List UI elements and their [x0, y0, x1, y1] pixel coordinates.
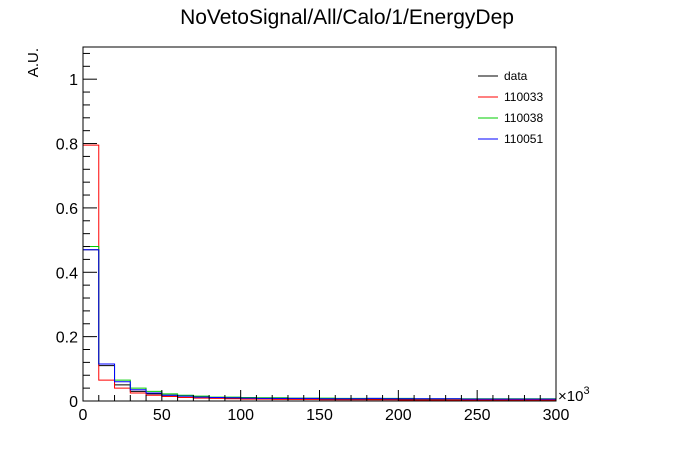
y-axis-title: A.U. [25, 48, 42, 77]
chart-title: NoVetoSignal/All/Calo/1/EnergyDep [180, 6, 514, 29]
x-tick-label: 100 [227, 407, 254, 424]
axes: 0 50 100 150 200 250 300 0 0.2 0.4 0.6 0.8 1 [56, 46, 570, 424]
legend-label-110033: 110033 [504, 90, 543, 104]
series-line-data [82, 249, 557, 401]
y-tick-label: 0.6 [56, 201, 78, 218]
x-tick-label: 250 [464, 407, 491, 424]
y-tick-label: 0 [69, 394, 78, 411]
y-tick-label: 0.2 [56, 330, 78, 347]
y-tick-label: 0.8 [56, 137, 78, 154]
x-tick-label: 150 [306, 407, 333, 424]
legend-label-110038: 110038 [504, 111, 543, 125]
series-line-110051 [82, 249, 557, 401]
legend: data 110033 110038 110051 [478, 69, 543, 146]
y-tick-label: 1 [69, 72, 78, 89]
series-line-110033 [82, 144, 557, 401]
x-axis-exponent: ×103 [558, 385, 590, 405]
x-axis-exponent-power: 3 [583, 385, 589, 397]
x-tick-label: 0 [79, 407, 88, 424]
x-tick-label: 50 [153, 407, 171, 424]
series-line-110038 [82, 246, 557, 401]
x-tick-label: 300 [543, 407, 570, 424]
x-axis-exponent-base: ×10 [558, 388, 583, 405]
y-tick-label: 0.4 [56, 265, 78, 282]
plot-area [82, 144, 557, 401]
plot-frame [82, 46, 557, 402]
x-tick-label: 200 [385, 407, 412, 424]
legend-label-110051: 110051 [504, 132, 543, 146]
legend-label-data: data [504, 69, 528, 83]
